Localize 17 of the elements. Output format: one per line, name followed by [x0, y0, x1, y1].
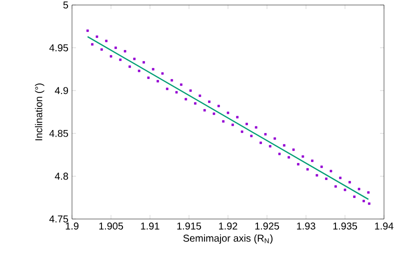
y-tick-label: 4.75 [49, 216, 68, 222]
x-tick-label: 1.915 [177, 222, 202, 230]
x-axis-title: Semimajor axis (R$_{N}$) [183, 234, 272, 244]
x-tick-label: 1.91 [141, 222, 160, 230]
x-tick-label: 1.9 [66, 222, 78, 230]
x-tick-label: 1.92 [219, 222, 238, 230]
x-tick-label: 1.935 [333, 222, 358, 230]
x-tick-label: 1.93 [297, 222, 316, 230]
y-tick-label: 4.85 [49, 130, 68, 137]
y-tick-label: 4.9 [54, 87, 68, 94]
y-tick-label: 4.8 [54, 172, 68, 180]
y-axis-title: Inclination (°) [34, 84, 44, 140]
x-tick-label: 1.94 [375, 222, 394, 230]
x-tick-label: 1.925 [255, 222, 280, 230]
x-tick-label: 1.905 [99, 222, 124, 230]
y-tick-label: 4.95 [49, 44, 68, 52]
y-tick-label: 5 [63, 2, 68, 8]
